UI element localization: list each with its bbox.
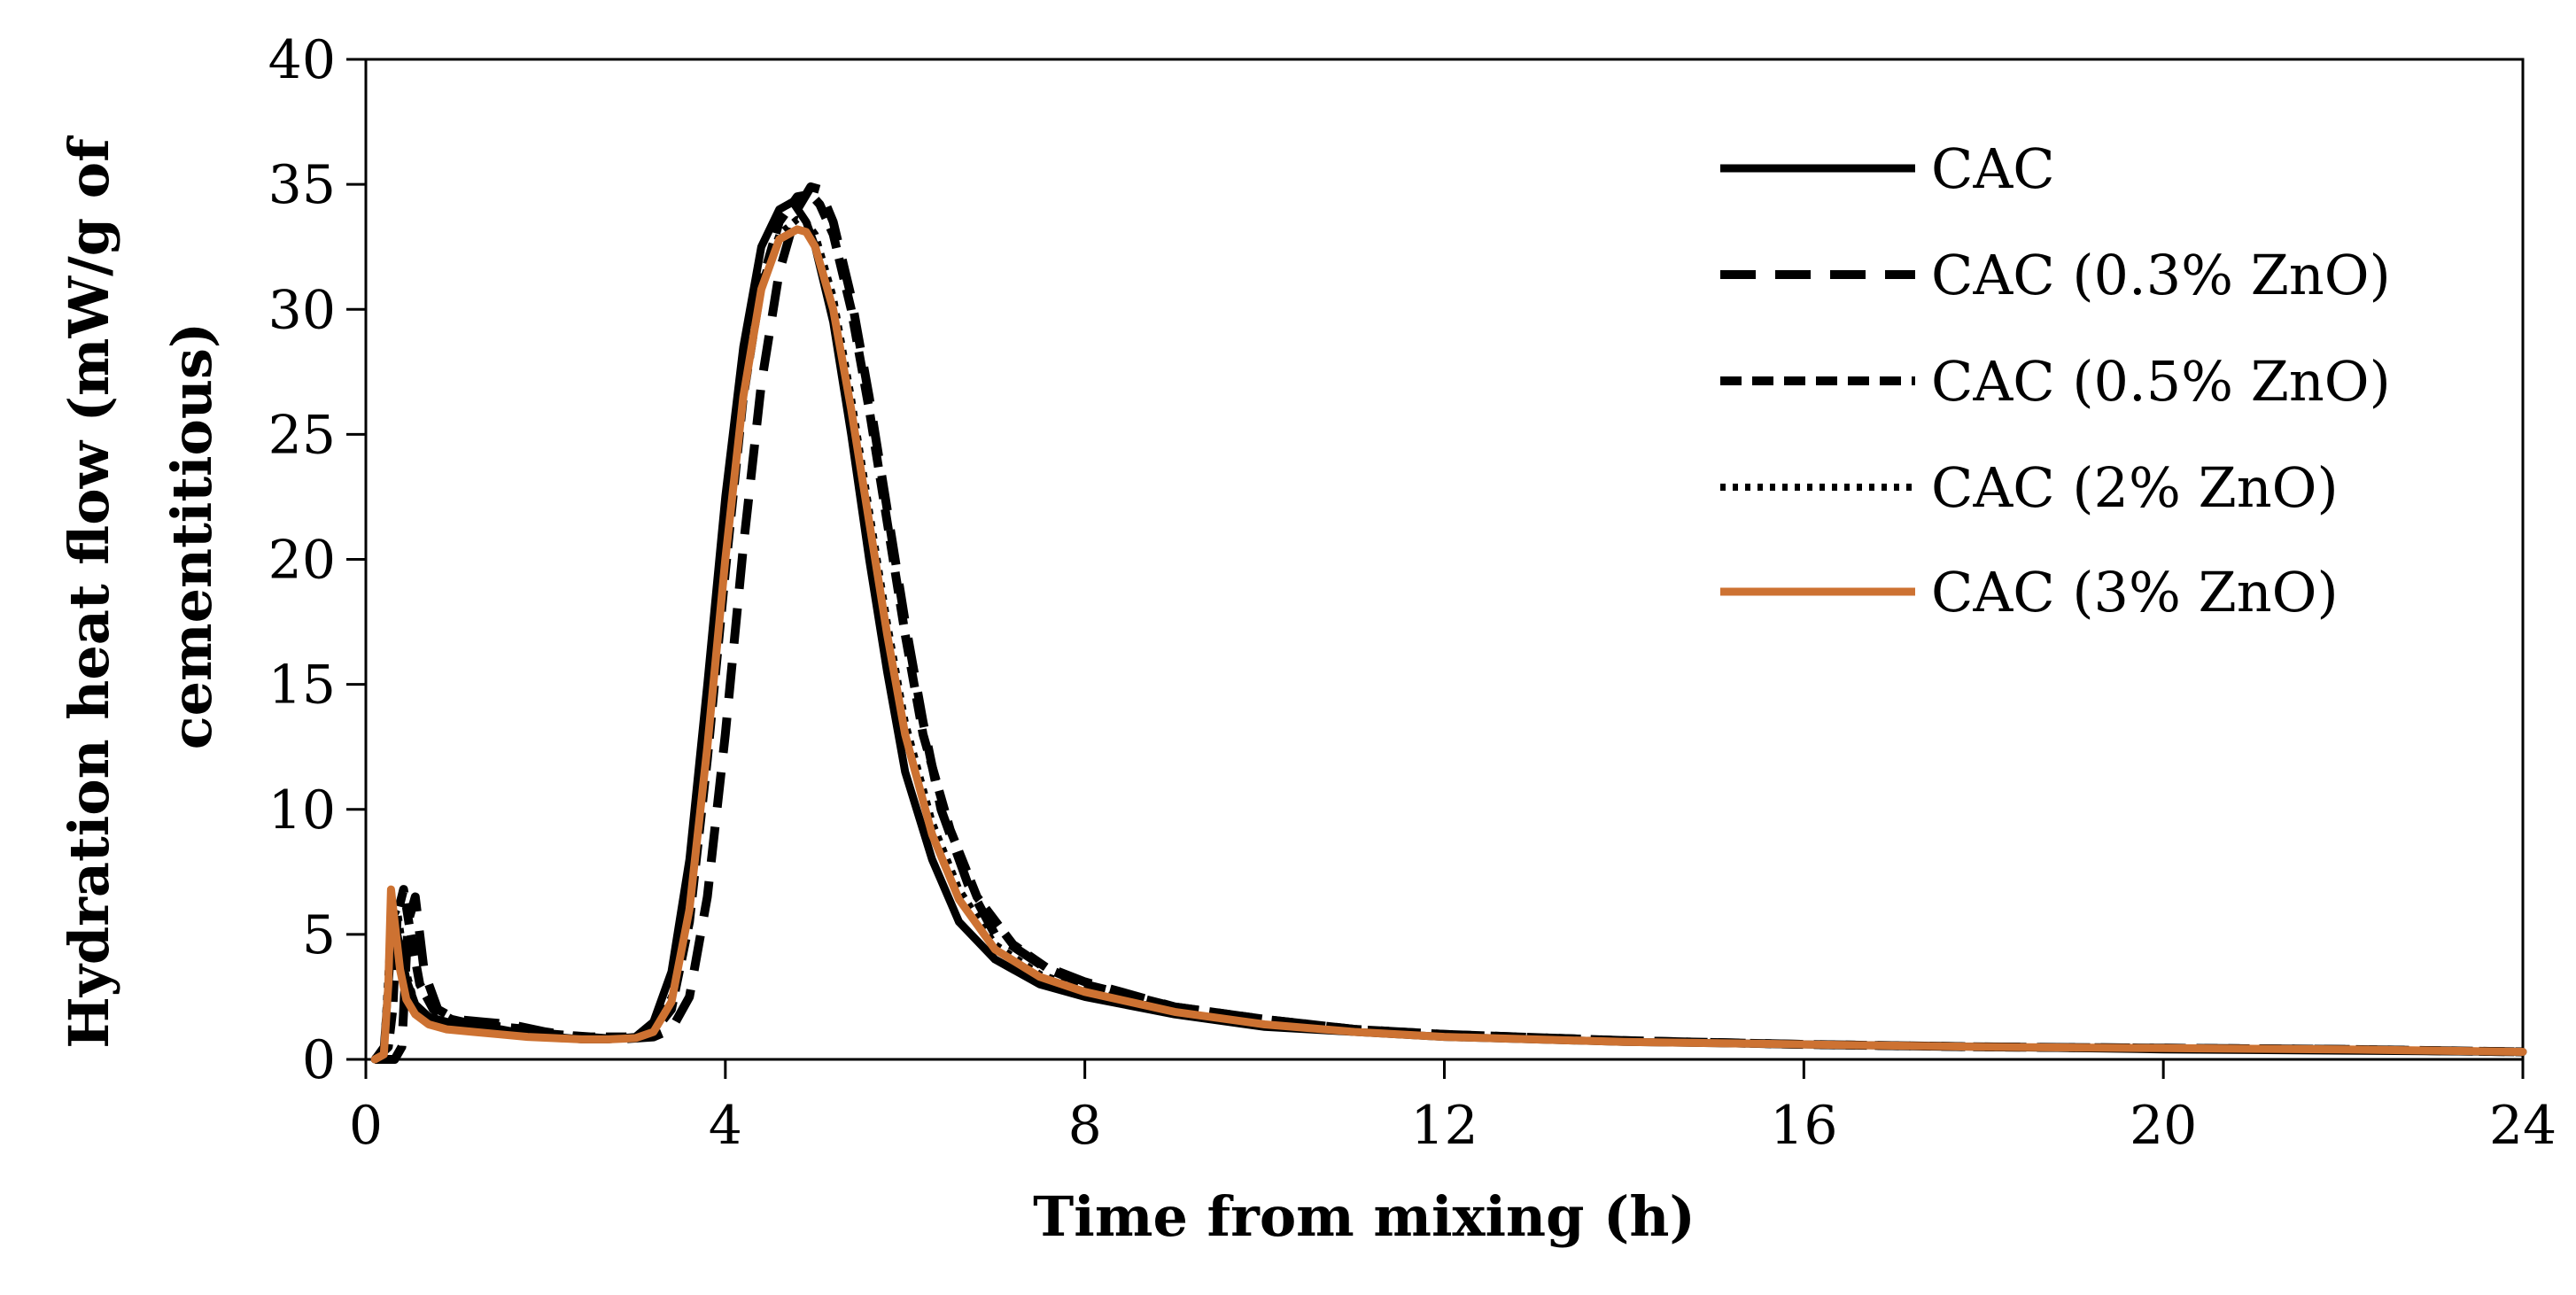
y-tick-label: 30 [268,279,336,341]
y-axis-title-line-2: cementitious) [159,322,224,749]
axes: 0 5 10 15 20 25 30 35 40 0 4 8 12 16 20 24 [268,29,2557,1157]
legend-label: CAC (0.3% ZnO) [1931,243,2391,307]
y-tick-label: 15 [268,655,336,717]
x-axis-title: Time from mixing (h) [1033,1184,1695,1249]
plot-series [370,182,2527,1064]
x-tick-label: 4 [709,1095,742,1157]
legend: CAC CAC (0.3% ZnO) CAC (0.5% ZnO) CAC (2% Z… [1720,136,2391,624]
legend-label: CAC (3% ZnO) [1931,560,2339,624]
x-tick-label: 12 [1410,1095,1478,1157]
series-line-4 [370,225,2527,1064]
x-tick-label: 16 [1770,1095,1837,1157]
x-tick-label: 24 [2489,1095,2557,1157]
y-tick-label: 35 [268,154,336,216]
x-tick-label: 0 [349,1095,383,1157]
y-tick-label: 5 [302,904,336,966]
y-axis-title-line-1: Hydration heat flow (mW/g of [57,136,121,1049]
legend-label: CAC [1931,136,2055,201]
y-tick-label: 25 [268,404,336,466]
legend-label: CAC (2% ZnO) [1931,455,2339,520]
y-tick-label: 40 [268,29,336,91]
legend-label: CAC (0.5% ZnO) [1931,349,2391,414]
series-line-1 [375,182,2524,1064]
series-line-2 [371,190,2524,1063]
y-tick-label: 0 [302,1029,336,1091]
x-tick-label: 20 [2130,1095,2197,1157]
y-tick-label: 10 [268,779,336,841]
x-tick-label: 8 [1068,1095,1102,1157]
y-tick-label: 20 [268,530,336,592]
